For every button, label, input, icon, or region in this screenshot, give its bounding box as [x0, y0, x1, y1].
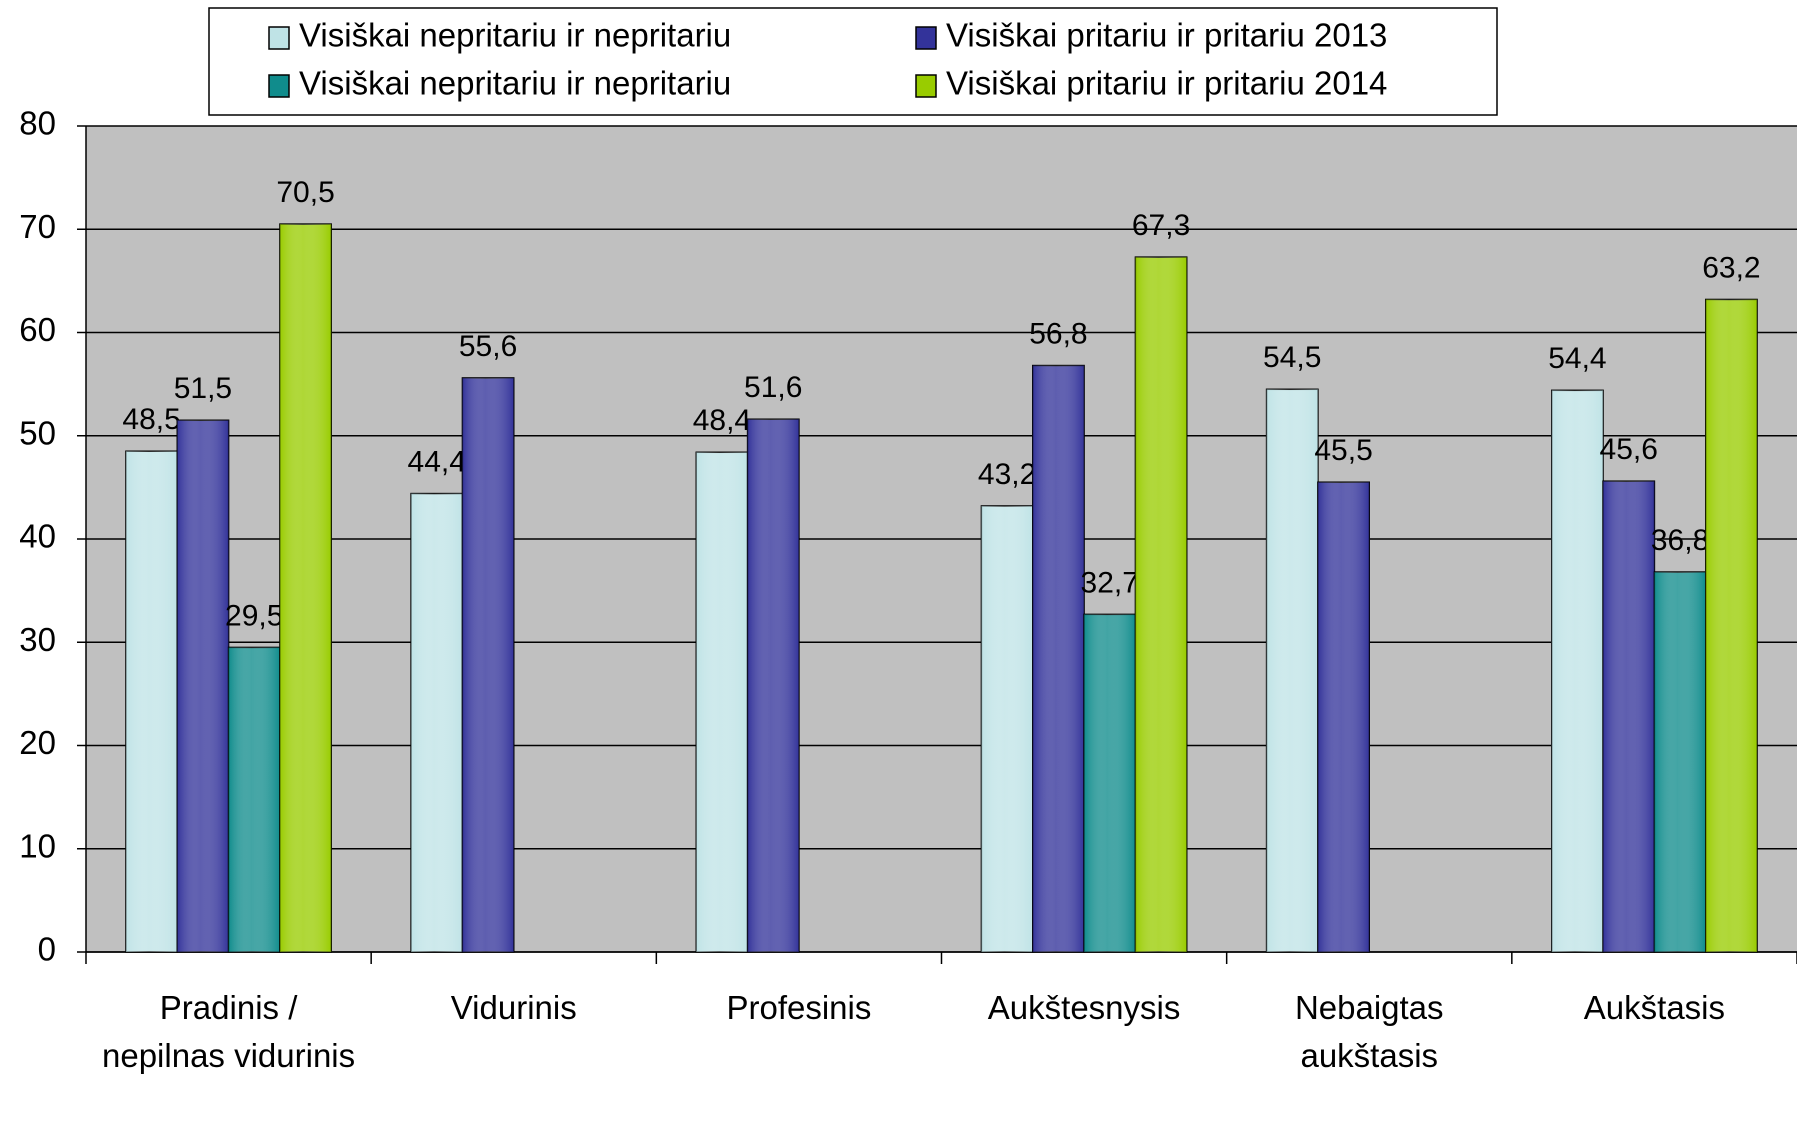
bar-shade	[1551, 390, 1604, 952]
bar-shade	[981, 505, 1033, 952]
legend-label: Visiškai pritariu ir pritariu 2014	[946, 65, 1387, 102]
data-label: 29,5	[225, 599, 283, 632]
data-label: 43,2	[978, 458, 1036, 491]
bar-group	[176, 419, 230, 953]
bar-shade	[1705, 299, 1758, 953]
data-label: 36,8	[1651, 524, 1709, 557]
y-tick-label: 10	[19, 827, 56, 864]
x-tick-label: Pradinis / nepilnas vidurinis	[102, 989, 355, 1074]
bar-group	[746, 418, 800, 953]
x-tick-label: Nebaigtas aukštasis	[1295, 989, 1444, 1074]
y-tick-label: 50	[19, 414, 56, 451]
bar-shade	[1084, 614, 1136, 952]
bar-group	[1551, 389, 1604, 953]
data-label: 70,5	[276, 176, 334, 209]
bar-shade	[1032, 365, 1085, 952]
data-label: 45,6	[1600, 433, 1658, 466]
bar-group	[980, 505, 1034, 953]
bar-group	[461, 377, 515, 953]
y-tick-label: 30	[19, 621, 56, 658]
y-tick-label: 80	[19, 105, 56, 142]
data-label: 54,5	[1263, 341, 1321, 374]
bar-shade	[1603, 481, 1655, 952]
bar-group	[695, 451, 749, 953]
bar-shade	[1266, 389, 1318, 953]
bar-shade	[462, 377, 514, 952]
bar-group	[1317, 481, 1371, 953]
legend-label: Visiškai pritariu ir pritariu 2013	[946, 17, 1387, 54]
bar-shade	[177, 420, 229, 952]
legend-swatch	[268, 26, 290, 50]
data-label: 51,5	[174, 372, 232, 405]
bar-group	[1032, 364, 1085, 953]
data-label: 48,4	[693, 404, 751, 437]
bar-group	[125, 450, 179, 953]
bar-shade	[747, 419, 799, 953]
data-label: 55,6	[459, 330, 517, 363]
y-tick-label: 70	[19, 208, 56, 245]
bar-group	[410, 492, 464, 953]
x-tick-label: Aukštesnysis	[988, 989, 1181, 1026]
legend-swatch	[268, 74, 290, 98]
data-label: 45,5	[1314, 434, 1372, 467]
legend-swatch	[915, 26, 937, 50]
data-label: 56,8	[1029, 317, 1087, 350]
bar-group	[1602, 480, 1656, 953]
legend-box	[208, 7, 1498, 116]
bar-shade	[1317, 482, 1370, 952]
legend-swatch	[915, 74, 937, 98]
legend-label: Visiškai nepritariu ir nepritariu	[299, 65, 731, 102]
bar-shade	[411, 493, 463, 952]
bar-group	[227, 646, 281, 953]
x-tick-label: Aukštasis	[1584, 989, 1725, 1026]
bar-group	[1134, 256, 1188, 953]
legend-label: Visiškai nepritariu ir nepritariu	[299, 17, 731, 54]
bar-group	[1653, 571, 1707, 953]
data-label: 63,2	[1702, 251, 1760, 284]
y-tick-label: 0	[38, 931, 56, 968]
bar-shade	[1654, 572, 1706, 952]
y-tick-label: 60	[19, 311, 56, 348]
data-label: 67,3	[1132, 209, 1190, 242]
bar-shade	[279, 224, 332, 952]
bar-shade	[1135, 257, 1187, 952]
bar-shade	[125, 451, 178, 952]
data-label: 32,7	[1081, 566, 1139, 599]
bar-group	[1265, 388, 1319, 953]
data-label: 44,4	[408, 445, 466, 478]
y-tick-label: 20	[19, 724, 56, 761]
y-tick-label: 40	[19, 518, 56, 555]
x-tick-label: Vidurinis	[451, 989, 577, 1026]
x-tick-label: Profesinis	[726, 989, 871, 1026]
data-label: 51,6	[744, 371, 802, 404]
data-label: 54,4	[1548, 342, 1606, 375]
data-label: 48,5	[122, 403, 180, 436]
bar-shade	[696, 452, 748, 952]
bar-group	[1083, 613, 1137, 953]
bar-group	[1704, 298, 1758, 953]
bar-shade	[228, 647, 280, 952]
bar-group	[279, 223, 332, 953]
